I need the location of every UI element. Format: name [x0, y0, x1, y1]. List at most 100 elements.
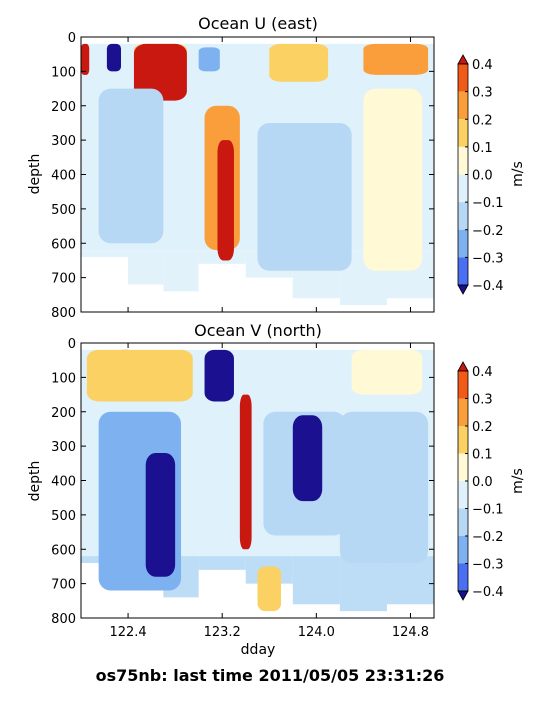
panel-v-colorbar-unit: m/s: [510, 468, 526, 494]
heatmap-cell: [339, 411, 429, 563]
heatmap-fringe: [339, 556, 387, 612]
colorbar-segment: [458, 371, 468, 399]
colorbar-tick-label: 0.2: [472, 420, 493, 435]
colorbar-tick-label: 0.0: [472, 475, 493, 490]
x-tick-label: 124.0: [298, 625, 335, 640]
heatmap-fringe: [386, 556, 434, 605]
heatmap-cell: [98, 88, 164, 244]
colorbar-tick-label: −0.4: [472, 279, 504, 294]
y-tick-label: 100: [51, 371, 76, 386]
panel-v-ylabel: depth: [27, 461, 43, 502]
colorbar-tick-label: 0.3: [472, 86, 493, 101]
y-tick-label: 0: [68, 337, 76, 352]
colorbar-extend-bottom: [457, 284, 469, 295]
heatmap-cell: [363, 88, 423, 271]
y-tick-label: 600: [51, 543, 76, 558]
heatmap-cell: [351, 349, 423, 395]
x-tick-label: 124.8: [392, 625, 429, 640]
heatmap-cell: [198, 47, 220, 72]
colorbar-segment: [458, 426, 468, 454]
heatmap-cell: [133, 43, 187, 101]
colorbar-tick-label: −0.2: [472, 224, 504, 239]
colorbar-tick-label: 0.1: [472, 448, 493, 463]
colorbar-tick-label: −0.3: [472, 251, 504, 266]
x-tick-label: 123.2: [204, 625, 241, 640]
y-tick-label: 600: [51, 237, 76, 252]
panel-u: Ocean U (east) 0 100 200 300 400 500 600 700 800…: [27, 14, 526, 321]
heatmap-fringe: [163, 250, 199, 292]
panel-u-x-ticks: [127, 37, 411, 312]
heatmap-fringe: [198, 556, 246, 570]
y-tick-label: 300: [51, 440, 76, 455]
colorbar-tick-label: −0.4: [472, 585, 504, 600]
panel-u-colorbar: 0.4 0.3 0.2 0.1 0.0 −0.1 −0.2 −0.3 −0.4: [457, 54, 504, 295]
colorbar-extend-top: [457, 54, 469, 65]
y-tick-label: 800: [51, 612, 76, 627]
heatmap-cell: [106, 43, 122, 72]
colorbar-segment: [458, 563, 468, 591]
y-tick-label: 200: [51, 406, 76, 421]
heatmap-fringe: [292, 556, 340, 605]
colorbar-segment: [458, 146, 468, 175]
colorbar-tick-label: 0.4: [472, 58, 493, 73]
heatmap-cell: [257, 566, 282, 612]
y-tick-label: 800: [51, 306, 76, 321]
heatmap-cell: [204, 349, 234, 402]
y-tick-label: 700: [51, 578, 76, 593]
heatmap-cell: [217, 140, 234, 261]
heatmap-cell: [292, 415, 323, 502]
figure-footer: os75nb: last time 2011/05/05 23:31:26: [95, 666, 445, 685]
y-tick-label: 400: [51, 169, 76, 184]
panel-u-ylabel: depth: [27, 154, 43, 195]
panel-v-x-ticks: 122.4 123.2 124.0 124.8: [109, 343, 429, 640]
heatmap-cell: [86, 349, 193, 402]
heatmap-cell: [239, 394, 252, 550]
y-tick-label: 500: [51, 203, 76, 218]
panel-v-xlabel: dday: [241, 642, 276, 658]
y-tick-label: 700: [51, 272, 76, 287]
colorbar-segment: [458, 453, 468, 481]
colorbar-tick-label: 0.1: [472, 141, 493, 156]
colorbar-extend-bottom: [457, 590, 469, 601]
colorbar-tick-label: −0.1: [472, 196, 504, 211]
y-tick-label: 400: [51, 475, 76, 490]
heatmap-fringe: [128, 250, 164, 285]
panel-u-colorbar-unit: m/s: [510, 161, 526, 187]
colorbar-tick-label: −0.2: [472, 530, 504, 545]
colorbar-tick-label: −0.1: [472, 503, 504, 518]
panel-v-title: Ocean V (north): [194, 321, 322, 340]
colorbar-segment: [458, 481, 468, 509]
panel-v-y-ticks: 0 100 200 300 400 500 600 700 800: [51, 337, 434, 627]
y-tick-label: 0: [68, 31, 76, 46]
colorbar-segment: [458, 257, 468, 285]
colorbar-segment: [458, 174, 468, 203]
y-tick-label: 300: [51, 134, 76, 149]
colorbar-tick-label: 0.0: [472, 169, 493, 184]
colorbar-segment: [458, 119, 468, 147]
colorbar-extend-top: [457, 361, 469, 372]
colorbar-segment: [458, 229, 468, 258]
heatmap-fringe: [81, 250, 129, 257]
y-tick-label: 100: [51, 65, 76, 80]
y-tick-label: 500: [51, 509, 76, 524]
y-tick-label: 200: [51, 100, 76, 115]
x-tick-label: 122.4: [109, 625, 146, 640]
colorbar-segment: [458, 398, 468, 426]
colorbar-tick-label: 0.4: [472, 365, 493, 380]
panel-u-y-ticks: 0 100 200 300 400 500 600 700 800: [51, 31, 434, 321]
colorbar-segment: [458, 202, 468, 230]
heatmap-cell: [81, 43, 90, 75]
colorbar-segment: [458, 536, 468, 564]
panel-v-heatmap: [81, 343, 434, 618]
panel-u-title: Ocean U (east): [198, 14, 318, 33]
colorbar-segment: [458, 508, 468, 536]
heatmap-cell: [257, 122, 352, 271]
panel-v: Ocean V (north) 0 100 200 300 400 500 600 700 80…: [27, 321, 526, 658]
colorbar-segment: [458, 64, 468, 92]
panel-u-heatmap: [81, 37, 434, 312]
heatmap-cell: [363, 43, 429, 75]
colorbar-segment: [458, 91, 468, 120]
heatmap-cell: [145, 453, 176, 577]
colorbar-tick-label: 0.3: [472, 393, 493, 408]
